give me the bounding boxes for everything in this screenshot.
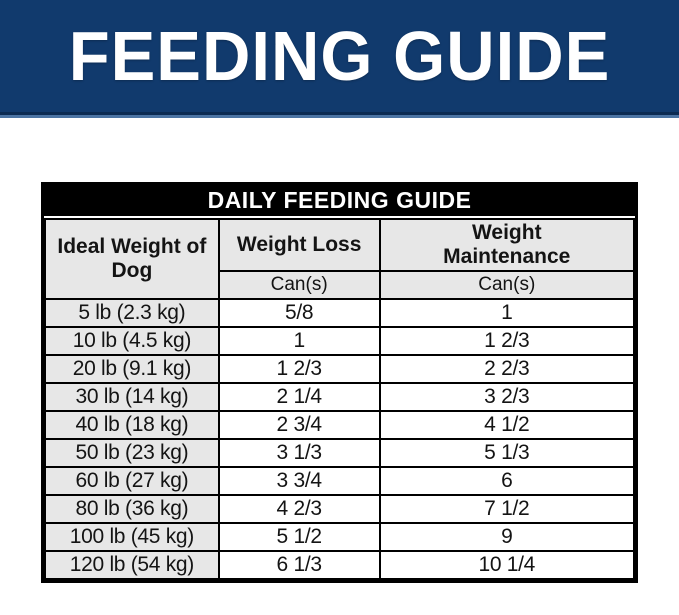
table-row: 60 lb (27 kg) 3 3/4 6 xyxy=(44,466,636,496)
banner-edge-dark-line xyxy=(0,112,679,115)
table-row: 10 lb (4.5 kg) 1 1 2/3 xyxy=(44,326,636,356)
weight-cell: 50 lb (23 kg) xyxy=(44,438,220,468)
weight-loss-cell: 6 1/3 xyxy=(217,550,381,580)
weight-cell: 30 lb (14 kg) xyxy=(44,382,220,412)
column-header-ideal-weight: Ideal Weight of Dog xyxy=(44,218,220,300)
weight-cell: 60 lb (27 kg) xyxy=(44,466,220,496)
weight-cell: 120 lb (54 kg) xyxy=(44,550,220,580)
header-row: Ideal Weight of Dog Weight Loss Weight M… xyxy=(44,218,636,300)
weight-maintenance-cell: 5 1/3 xyxy=(378,438,636,468)
weight-loss-cell: 3 1/3 xyxy=(217,438,381,468)
weight-maintenance-cell: 10 1/4 xyxy=(378,550,636,580)
weight-loss-unit: Can(s) xyxy=(217,270,381,300)
column-header-weight-loss: Weight Loss xyxy=(217,218,381,272)
column-header-weight-loss-label: Weight Loss xyxy=(236,232,362,256)
table-row: 40 lb (18 kg) 2 3/4 4 1/2 xyxy=(44,410,636,440)
table-title: DAILY FEEDING GUIDE xyxy=(44,185,635,218)
table-row: 30 lb (14 kg) 2 1/4 3 2/3 xyxy=(44,382,636,412)
weight-cell: 80 lb (36 kg) xyxy=(44,494,220,524)
column-header-weight-maintenance-label: Weight Maintenance xyxy=(443,220,571,268)
weight-loss-cell: 1 xyxy=(217,326,381,356)
table-row: 5 lb (2.3 kg) 5/8 1 xyxy=(44,298,636,328)
column-header-ideal-weight-label: Ideal Weight of Dog xyxy=(57,234,207,282)
banner-title: FEEDING GUIDE xyxy=(68,17,611,96)
weight-maintenance-cell: 6 xyxy=(378,466,636,496)
weight-maintenance-cell: 2 2/3 xyxy=(378,354,636,384)
unit-row: Can(s) Can(s) xyxy=(45,270,636,300)
table-row: 80 lb (36 kg) 4 2/3 7 1/2 xyxy=(44,494,636,524)
weight-cell: 20 lb (9.1 kg) xyxy=(44,354,220,384)
daily-feeding-guide: DAILY FEEDING GUIDE Ideal Weight of Dog … xyxy=(41,182,638,583)
weight-maintenance-cell: 1 2/3 xyxy=(378,326,636,356)
weight-loss-cell: 4 2/3 xyxy=(217,494,381,524)
weight-loss-cell: 5/8 xyxy=(217,298,381,328)
column-header-weight-maintenance: Weight Maintenance xyxy=(378,218,636,272)
weight-loss-cell: 1 2/3 xyxy=(217,354,381,384)
feeding-table: Ideal Weight of Dog Weight Loss Weight M… xyxy=(44,218,636,580)
weight-loss-cell: 2 1/4 xyxy=(217,382,381,412)
banner-edge-light-line xyxy=(0,115,679,118)
weight-loss-cell: 3 3/4 xyxy=(217,466,381,496)
weight-loss-cell: 2 3/4 xyxy=(217,410,381,440)
table-row: 20 lb (9.1 kg) 1 2/3 2 2/3 xyxy=(44,354,636,384)
weight-maintenance-cell: 9 xyxy=(378,522,636,552)
weight-maintenance-cell: 1 xyxy=(378,298,636,328)
banner: FEEDING GUIDE xyxy=(0,0,679,112)
weight-cell: 5 lb (2.3 kg) xyxy=(44,298,220,328)
weight-cell: 100 lb (45 kg) xyxy=(44,522,220,552)
weight-maintenance-cell: 4 1/2 xyxy=(378,410,636,440)
table-row: 50 lb (23 kg) 3 1/3 5 1/3 xyxy=(44,438,636,468)
weight-maintenance-unit: Can(s) xyxy=(378,270,636,300)
weight-cell: 10 lb (4.5 kg) xyxy=(44,326,220,356)
weight-maintenance-cell: 7 1/2 xyxy=(378,494,636,524)
weight-maintenance-cell: 3 2/3 xyxy=(378,382,636,412)
table-row: 100 lb (45 kg) 5 1/2 9 xyxy=(44,522,636,552)
weight-loss-cell: 5 1/2 xyxy=(217,522,381,552)
weight-cell: 40 lb (18 kg) xyxy=(44,410,220,440)
table-row: 120 lb (54 kg) 6 1/3 10 1/4 xyxy=(44,550,636,580)
